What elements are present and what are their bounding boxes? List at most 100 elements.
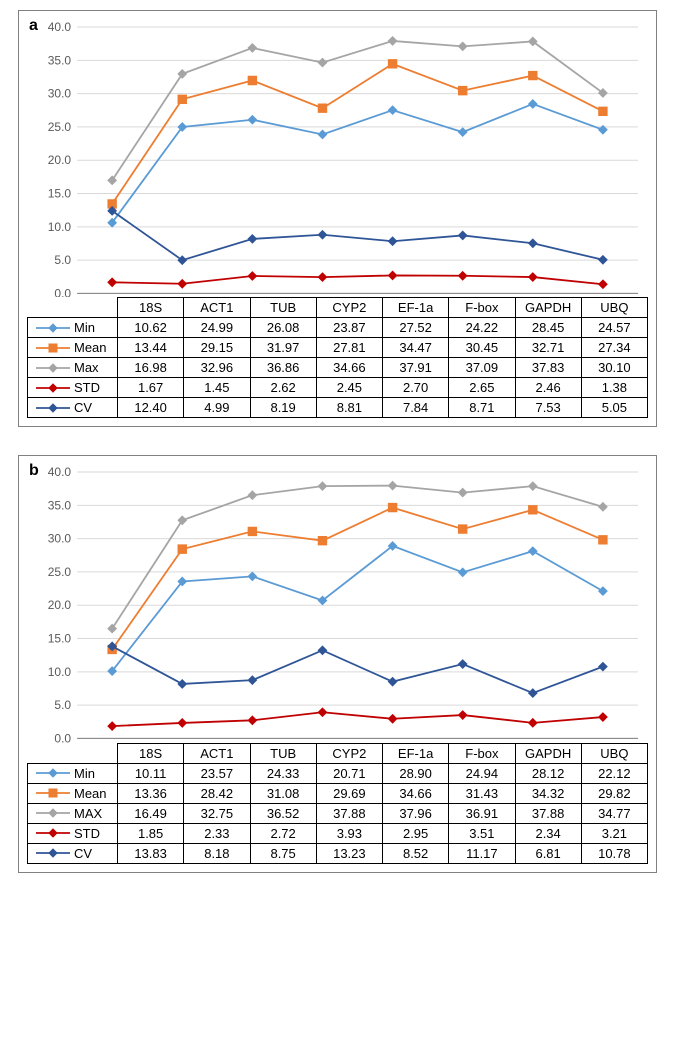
legend-marker-cv	[36, 846, 70, 860]
table-cell: 2.65	[449, 378, 515, 398]
series-marker-std	[529, 719, 537, 727]
series-marker-min	[248, 573, 256, 581]
table-cell: 28.90	[383, 763, 449, 783]
series-marker-std	[178, 280, 186, 288]
series-marker-max	[458, 42, 466, 50]
ytick-label: 5.0	[54, 253, 71, 267]
series-marker-min	[458, 569, 466, 577]
legend-cell-mean: Mean	[28, 338, 118, 358]
data-table-a: 18SACT1TUBCYP2EF-1aF-boxGAPDHUBQ Min10.6…	[27, 297, 648, 418]
table-cell: 1.85	[118, 823, 184, 843]
table-cell: 8.71	[449, 398, 515, 418]
panel-a: a 0.05.010.015.020.025.030.035.040.0 18S…	[18, 10, 657, 427]
series-marker-mean	[388, 60, 396, 68]
table-cell: 8.75	[250, 843, 316, 863]
table-header-cell: 18S	[118, 743, 184, 763]
series-line-min	[112, 546, 603, 671]
legend-marker-mean	[36, 341, 70, 355]
legend-cell-std: STD	[28, 378, 118, 398]
table-header-cell: 18S	[118, 298, 184, 318]
table-cell: 36.52	[250, 803, 316, 823]
table-cell: 29.15	[184, 338, 250, 358]
legend-label: STD	[74, 826, 100, 841]
panel-label-b: b	[29, 462, 39, 480]
legend-marker-cv	[36, 401, 70, 415]
table-cell: 37.88	[515, 803, 581, 823]
legend-marker-std	[36, 826, 70, 840]
table-header-cell: ACT1	[184, 298, 250, 318]
series-marker-cv	[248, 676, 256, 684]
table-cell: 26.08	[250, 318, 316, 338]
table-cell: 34.47	[383, 338, 449, 358]
series-marker-mean	[458, 86, 466, 94]
table-cell: 1.67	[118, 378, 184, 398]
series-marker-cv	[318, 647, 326, 655]
table-cell: 24.33	[250, 763, 316, 783]
legend-marker-min	[36, 321, 70, 335]
series-marker-std	[388, 271, 396, 279]
table-cell: 11.17	[449, 843, 515, 863]
table-cell: 16.49	[118, 803, 184, 823]
table-cell: 23.57	[184, 763, 250, 783]
table-cell: 37.09	[449, 358, 515, 378]
series-marker-std	[529, 273, 537, 281]
legend-label: MAX	[74, 806, 102, 821]
table-cell: 34.66	[316, 358, 382, 378]
series-line-mean	[112, 64, 603, 204]
table-cell: 3.93	[316, 823, 382, 843]
legend-cell-min: Min	[28, 763, 118, 783]
series-marker-std	[599, 713, 607, 721]
series-marker-min	[388, 106, 396, 114]
legend-cell-min: Min	[28, 318, 118, 338]
legend-label: Min	[74, 320, 95, 335]
table-cell: 37.83	[515, 358, 581, 378]
table-header-blank	[28, 743, 118, 763]
ytick-label: 40.0	[48, 20, 72, 34]
table-cell: 4.99	[184, 398, 250, 418]
table-cell: 2.72	[250, 823, 316, 843]
table-cell: 8.18	[184, 843, 250, 863]
table-header-cell: EF-1a	[383, 743, 449, 763]
series-marker-cv	[529, 689, 537, 697]
legend-marker-max	[36, 361, 70, 375]
table-cell: 32.96	[184, 358, 250, 378]
legend-marker-max	[36, 806, 70, 820]
series-marker-std	[108, 722, 116, 730]
series-marker-max	[318, 58, 326, 66]
table-cell: 6.81	[515, 843, 581, 863]
table-cell: 24.22	[449, 318, 515, 338]
table-cell: 34.66	[383, 783, 449, 803]
legend-label: Mean	[74, 786, 107, 801]
table-cell: 37.96	[383, 803, 449, 823]
table-header-cell: F-box	[449, 743, 515, 763]
series-marker-std	[458, 272, 466, 280]
table-cell: 34.32	[515, 783, 581, 803]
table-header-cell: UBQ	[581, 298, 647, 318]
table-row-min: Min10.6224.9926.0823.8727.5224.2228.4524…	[28, 318, 648, 338]
ytick-label: 35.0	[48, 53, 72, 67]
series-marker-min	[458, 128, 466, 136]
series-marker-max	[458, 489, 466, 497]
table-cell: 16.98	[118, 358, 184, 378]
table-cell: 2.45	[316, 378, 382, 398]
legend-cell-std: STD	[28, 823, 118, 843]
table-row-min: Min10.1123.5724.3320.7128.9024.9428.1222…	[28, 763, 648, 783]
series-marker-min	[318, 130, 326, 138]
series-marker-std	[248, 717, 256, 725]
series-marker-cv	[248, 235, 256, 243]
table-cell: 29.69	[316, 783, 382, 803]
table-cell: 27.52	[383, 318, 449, 338]
table-row-mean: Mean13.3628.4231.0829.6934.6631.4334.322…	[28, 783, 648, 803]
ytick-label: 0.0	[54, 286, 71, 297]
series-marker-cv	[599, 256, 607, 264]
table-header-cell: EF-1a	[383, 298, 449, 318]
table-header-row: 18SACT1TUBCYP2EF-1aF-boxGAPDHUBQ	[28, 298, 648, 318]
table-cell: 1.45	[184, 378, 250, 398]
series-marker-mean	[248, 76, 256, 84]
table-cell: 31.97	[250, 338, 316, 358]
series-marker-mean	[248, 528, 256, 536]
series-marker-mean	[318, 104, 326, 112]
table-row-cv: CV12.404.998.198.817.848.717.535.05	[28, 398, 648, 418]
ytick-label: 20.0	[48, 599, 72, 613]
series-marker-mean	[529, 506, 537, 514]
